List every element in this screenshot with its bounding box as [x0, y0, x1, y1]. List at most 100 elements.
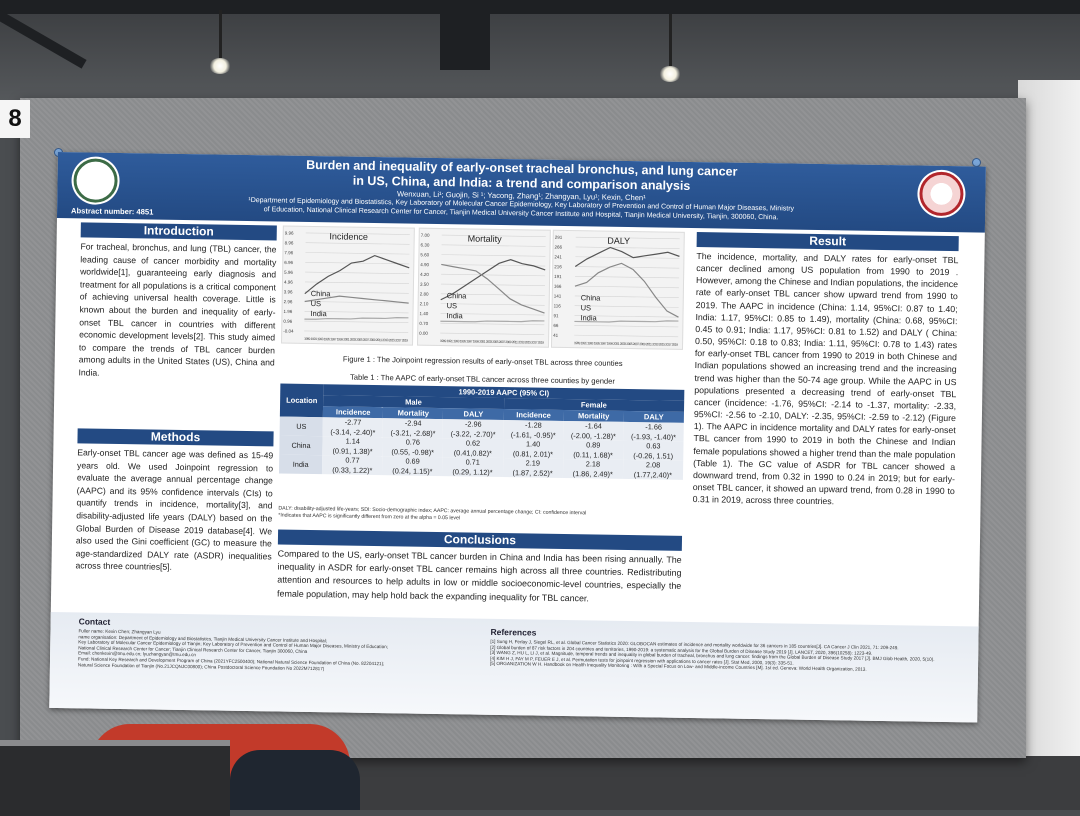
gridline [305, 232, 410, 235]
series-line [574, 320, 679, 323]
gridline [574, 285, 679, 289]
panel-title: Incidence [329, 231, 369, 242]
board-number: 8 [0, 100, 30, 138]
legend-entry: China [580, 293, 601, 303]
y-tick-label: 291 [555, 235, 563, 240]
y-tick-label: 0.00 [419, 331, 428, 336]
table-cell: 0.63 (-0.26, 1.51) [623, 440, 684, 461]
gridline [441, 254, 546, 257]
y-tick-label: 7.00 [421, 233, 430, 238]
result-heading: Result [696, 232, 959, 252]
y-tick-label: 6.30 [421, 243, 430, 248]
gridline [441, 273, 546, 277]
y-tick-label: 141 [554, 294, 562, 299]
gridline [574, 325, 679, 328]
table-cell: 0.71 (0.29, 1.12)* [442, 457, 503, 478]
legend-entry: US [310, 298, 322, 309]
gridline [304, 281, 409, 284]
gridline [575, 236, 680, 240]
poster-header: Burden and inequality of early-onset tra… [56, 152, 986, 233]
y-tick-label: 5.60 [420, 252, 429, 257]
row-location: China [279, 435, 323, 456]
row-location: India [278, 454, 323, 475]
panel-title: Mortality [467, 233, 502, 244]
table-cell: -2.96 (-3.22, -2.70)* [443, 419, 504, 440]
aapc-table: Location 1990-2019 AAPC (95% CI) Male Fe… [278, 383, 685, 480]
references-text: [1] Sung H, Ferlay J, Siegel RL, et al. … [490, 639, 950, 674]
gridline [575, 266, 680, 269]
lamp-stem [219, 10, 222, 58]
table-cell: 0.69 (0.24, 1.15)* [382, 456, 443, 477]
contact-text: Fuller name: Kexin Chen; Zhangyan Lyu nam… [78, 628, 459, 673]
y-tick-label: 6.96 [284, 260, 293, 265]
table-cell: -2.77 (-3.14, -2.40)* [322, 417, 384, 438]
gridline [441, 264, 546, 267]
gridline [574, 295, 679, 298]
series-line [440, 320, 545, 323]
introduction-text: For tracheal, bronchus, and lung (TBL) c… [78, 241, 277, 378]
table-cell: 1.40 (0.81, 2.01)* [502, 439, 564, 459]
legend-entry: China [310, 288, 331, 299]
table-cell: 0.77 (0.33, 1.22)* [322, 455, 383, 476]
y-tick-label: 41 [553, 333, 559, 338]
lamp-stem [669, 14, 672, 66]
y-tick-label: 66 [553, 323, 559, 328]
y-tick-label: 4.20 [420, 272, 429, 277]
y-tick-label: 166 [554, 284, 562, 289]
poster: Burden and inequality of early-onset tra… [49, 152, 986, 723]
gridline [440, 283, 545, 286]
gridline [440, 303, 545, 306]
table-cell: 1.14 (0.91, 1.38)* [322, 436, 383, 457]
figure-plot: 291 266 241 216 191 166 141 116 91 66 41 1989 1991 … [553, 235, 680, 347]
hospital-logo [917, 169, 966, 219]
y-tick-label: 2.80 [420, 292, 429, 297]
series-line [304, 317, 409, 320]
gridline [441, 244, 546, 247]
y-tick-label: 2.10 [420, 301, 429, 306]
gridline [440, 322, 545, 326]
y-tick-label: -0.04 [283, 329, 294, 334]
panel-legend: China US India [310, 289, 330, 319]
x-tick-labels: 1989 1991 1993 1995 1997 1999 2001 2003 … [440, 339, 544, 345]
poster-footer: Contact Fuller name: Kexin Chen; Zhangya… [49, 611, 979, 723]
table-cell: 0.89 (0.11, 1.68)* [562, 439, 624, 460]
y-tick-label: 1.40 [419, 311, 428, 316]
figure-panel: 9.96 8.96 7.96 6.96 5.96 4.96 3.96 2.96 1.96 0.96… [281, 225, 415, 346]
y-tick-label: 0.96 [283, 319, 292, 324]
gridline [304, 330, 409, 333]
legend-entry: India [310, 308, 327, 319]
y-tick-label: 191 [554, 274, 562, 279]
gridline [305, 261, 410, 265]
legend-entry: China [446, 291, 467, 301]
university-logo [71, 156, 120, 205]
y-tick-label: 266 [555, 245, 563, 250]
conclusions-text: Compared to the US, early-onset TBL canc… [277, 548, 682, 604]
ceiling-lamp [659, 66, 681, 82]
methods-text: Early-onset TBL cancer age was defined a… [75, 447, 274, 573]
x-tick-labels: 1989 1991 1993 1995 1997 1999 2001 2003 … [574, 341, 678, 347]
chair [0, 740, 230, 816]
column-header: Mortality [383, 407, 444, 420]
contact-heading: Contact [78, 616, 111, 627]
x-tick-labels: 1989 1991 1993 1995 1997 1999 2001 2003 … [304, 337, 408, 343]
methods-heading: Methods [77, 428, 274, 447]
legend-entry: India [580, 313, 597, 323]
y-tick-label: 3.50 [420, 282, 429, 287]
ceiling-beam [0, 0, 1080, 14]
legend-entry: US [580, 303, 592, 313]
ceiling-lamp [209, 58, 231, 74]
y-tick-label: 4.96 [284, 280, 293, 285]
references-heading: References [490, 626, 537, 638]
gridline [440, 313, 545, 316]
figure-panel: 7.00 6.30 5.60 4.90 4.20 3.50 2.80 2.10 1.40 0.70… [417, 227, 551, 348]
gridline [304, 310, 409, 314]
gridline [574, 305, 679, 308]
abstract-number: Abstract number: 4851 [71, 206, 154, 217]
y-tick-label: 91 [553, 313, 559, 318]
table-cell: 2.19 (1.87, 2.52)* [502, 458, 563, 478]
table-cell: -2.94 (-3.21, -2.68)* [382, 418, 444, 439]
figure-caption: Figure 1 : The Joinpoint regression resu… [342, 354, 623, 368]
series-line [574, 262, 679, 318]
series-line [441, 263, 545, 314]
table-cell: 2.08 (1.77,2.40)* [622, 459, 684, 480]
